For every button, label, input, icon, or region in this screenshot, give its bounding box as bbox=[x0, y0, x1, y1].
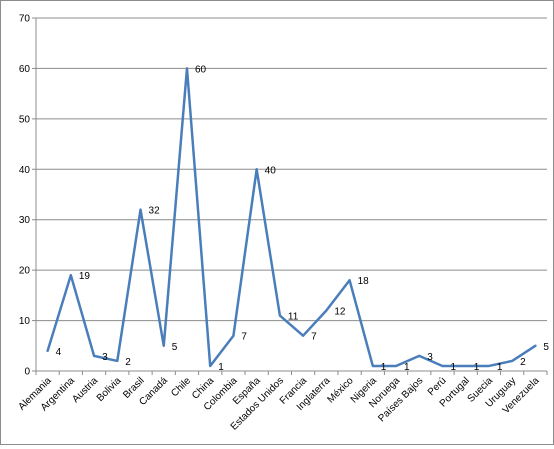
data-label: 4 bbox=[56, 347, 62, 358]
y-tick-label: 40 bbox=[19, 165, 31, 176]
data-label: 1 bbox=[497, 362, 503, 373]
series-line-group bbox=[46, 67, 537, 368]
data-label: 19 bbox=[79, 271, 91, 282]
gridlines bbox=[36, 17, 547, 322]
x-tick-label: Chile bbox=[169, 375, 193, 399]
data-label: 2 bbox=[520, 357, 526, 368]
data-label: 1 bbox=[218, 362, 224, 373]
data-label: 11 bbox=[288, 312, 299, 323]
x-tick-label: Bolivia bbox=[95, 375, 124, 404]
data-label: 1 bbox=[474, 362, 480, 373]
x-tick-labels: AlemaniaArgentinaAustriaBoliviaBrasilCan… bbox=[16, 375, 541, 433]
y-tick-label: 20 bbox=[19, 266, 31, 277]
data-label: 1 bbox=[381, 362, 387, 373]
data-label: 32 bbox=[149, 206, 161, 217]
data-label: 7 bbox=[311, 332, 317, 343]
data-label: 7 bbox=[241, 332, 247, 343]
axes bbox=[32, 17, 548, 375]
y-tick-label: 50 bbox=[19, 114, 31, 125]
data-label: 5 bbox=[543, 342, 549, 353]
data-label: 5 bbox=[172, 342, 178, 353]
series-line bbox=[46, 67, 537, 368]
y-tick-label: 0 bbox=[24, 367, 30, 378]
data-label: 18 bbox=[358, 276, 370, 287]
x-tick-label: Austria bbox=[70, 375, 100, 405]
data-label: 2 bbox=[125, 357, 131, 368]
y-tick-label: 60 bbox=[19, 64, 31, 75]
data-label: 1 bbox=[404, 362, 410, 373]
data-label: 1 bbox=[450, 362, 456, 373]
data-label: 3 bbox=[427, 352, 433, 363]
data-label: 60 bbox=[195, 64, 207, 75]
y-tick-label: 30 bbox=[19, 215, 31, 226]
y-tick-labels: 0 10 20 30 40 50 60 70 bbox=[19, 14, 31, 378]
y-tick-label: 10 bbox=[19, 316, 31, 327]
data-label: 12 bbox=[334, 306, 346, 317]
data-label: 3 bbox=[102, 352, 108, 363]
data-label: 40 bbox=[265, 165, 277, 176]
y-tick-label: 70 bbox=[19, 14, 31, 25]
